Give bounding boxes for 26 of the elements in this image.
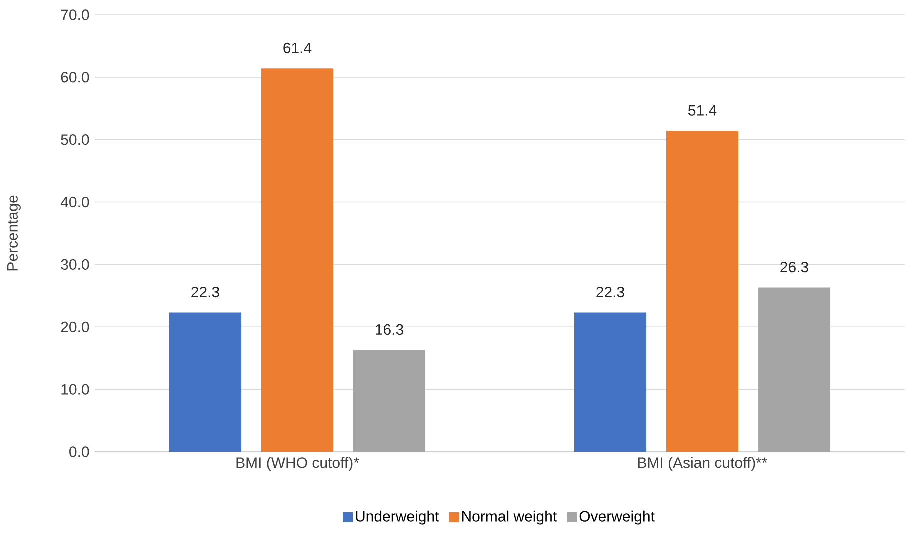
legend-label: Normal weight [462,510,557,525]
bar [354,350,426,452]
legend-label: Underweight [356,510,440,525]
bar [574,312,647,452]
y-axis-title: Percentage [8,196,21,271]
y-tick-label: 70.0 [61,10,90,20]
legend-label: Overweight [580,510,655,525]
bar [758,288,831,452]
data-label: 51.4 [688,105,717,116]
bar [262,68,334,452]
y-tick-label: 20.0 [61,322,90,332]
data-label: 61.4 [284,42,312,54]
y-tick-label: 0.0 [70,446,90,458]
data-label: 26.3 [780,262,808,273]
y-tick-label: 30.0 [61,259,90,270]
y-tick-label: 60.0 [61,72,90,83]
bar [170,312,242,452]
x-tick-label: BMI (WHO cutoff)* [236,457,360,472]
x-tick-label: BMI (Asian cutoff)** [638,457,768,472]
data-label: 16.3 [376,324,404,336]
y-tick-label: 50.0 [61,134,90,146]
data-label: 22.3 [192,286,220,298]
y-tick-label: 40.0 [60,196,90,208]
bar [666,131,739,452]
data-label: 22.3 [596,286,624,298]
y-tick-label: 10.0 [62,384,90,395]
